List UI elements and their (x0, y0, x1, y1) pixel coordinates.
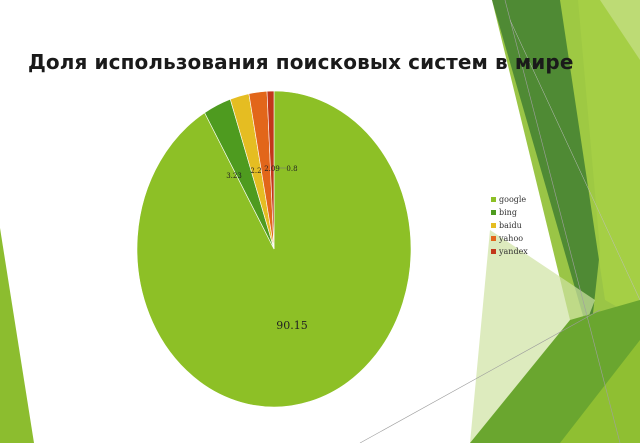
chart-legend: google bing baidu yahoo yandex (491, 193, 528, 258)
legend-swatch (491, 223, 496, 228)
legend-item-yandex: yandex (491, 245, 528, 258)
thin-line-2 (504, 0, 621, 443)
legend-item-google: google (491, 193, 528, 206)
legend-swatch (491, 249, 496, 254)
legend-swatch (491, 197, 496, 202)
thin-line-1 (359, 309, 601, 443)
data-label-bing: 3.23 (226, 172, 242, 180)
legend-label: baidu (499, 221, 522, 230)
left-green-shape (0, 228, 34, 443)
lower-right-green (560, 340, 640, 443)
slide-title: Доля использования поисковых систем в ми… (28, 50, 574, 74)
legend-label: yahoo (499, 234, 524, 243)
legend-item-baidu: baidu (491, 219, 528, 232)
data-label-google: 90.15 (276, 319, 308, 332)
data-label-yahoo: 2.09 (264, 165, 280, 173)
legend-item-bing: bing (491, 206, 528, 219)
legend-label: bing (499, 208, 517, 217)
thin-line-3 (509, 19, 640, 301)
legend-label: yandex (499, 247, 528, 256)
data-label-yandex: 0.8 (286, 165, 297, 173)
legend-swatch (491, 236, 496, 241)
pie-slice-yandex (266, 90, 275, 250)
data-label-baidu: 2.2 (250, 167, 261, 175)
lower-pale-shape (470, 230, 595, 443)
right-corner-pale (600, 0, 640, 60)
legend-swatch (491, 210, 496, 215)
legend-item-yahoo: yahoo (491, 232, 528, 245)
legend-label: google (499, 195, 527, 204)
right-bright-band (560, 0, 640, 320)
